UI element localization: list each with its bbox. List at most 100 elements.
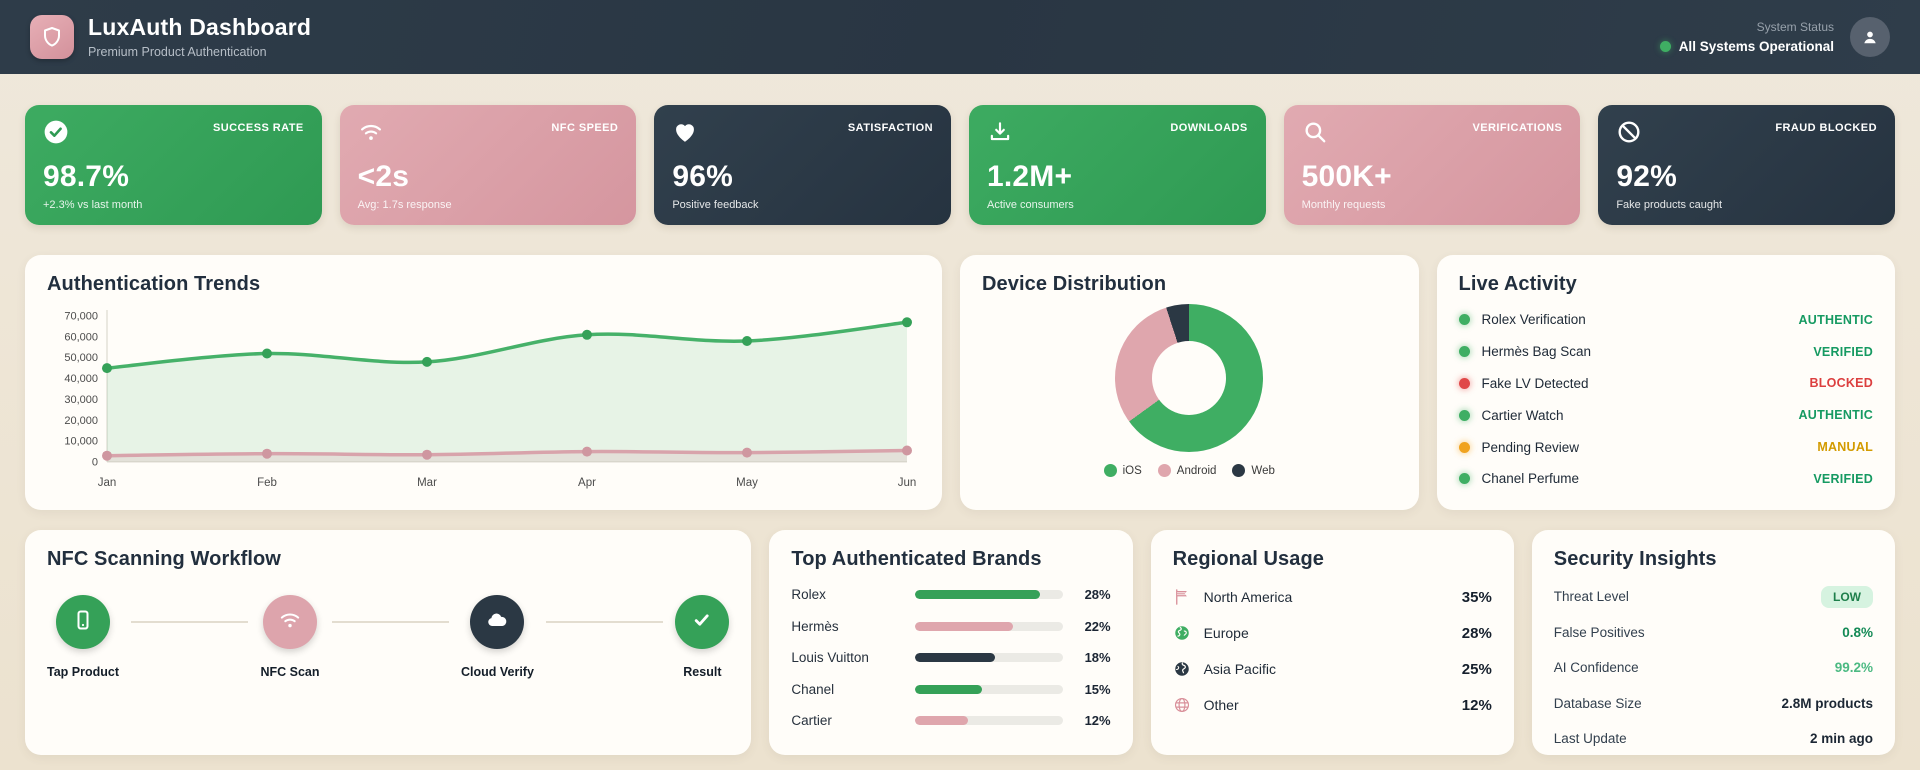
activity-dot-icon (1458, 314, 1470, 326)
workflow-step-nfc-scan: NFC Scan (260, 595, 320, 679)
brand-list: Rolex 28% Hermès 22% Louis Vuitton 18% Chanel 1… (791, 579, 1110, 737)
app-logo (30, 15, 74, 59)
security-label: Threat Level (1553, 589, 1629, 605)
region-row-other: Other 12% (1173, 687, 1492, 723)
stat-card-label: VERIFICATIONS (1472, 122, 1563, 134)
stat-card-top: DOWNLOADS (987, 119, 1248, 145)
security-row-threat-level: Threat Level LOW (1554, 579, 1873, 615)
user-avatar[interactable] (1850, 17, 1890, 57)
brand-bar (914, 621, 1063, 631)
system-status-value: All Systems Operational (1659, 39, 1834, 54)
workflow-step-label: Cloud Verify (460, 665, 534, 679)
workflow-step-circle (470, 595, 525, 649)
brand-name: Rolex (791, 587, 826, 603)
brand-bar-fill (914, 716, 969, 726)
security-value: LOW (1821, 585, 1873, 608)
activity-row-chanel-perfume: Chanel Perfume VERIFIED (1458, 463, 1874, 495)
live-activity-title: Live Activity (1458, 273, 1577, 295)
stat-card-label: NFC SPEED (551, 122, 619, 134)
stat-card-top: SATISFACTION (672, 119, 933, 145)
activity-row-fake-lv-detected: Fake LV Detected BLOCKED (1458, 368, 1874, 400)
region-pct: 35% (1461, 588, 1492, 606)
activity-status: AUTHENTIC (1798, 312, 1873, 327)
stat-card-sub: Active consumers (986, 199, 1074, 211)
live-activity-list: Rolex Verification AUTHENTIC Hermès Bag Sc… (1458, 304, 1874, 495)
brand-pct: 28% (1084, 587, 1111, 603)
activity-row-cartier-watch: Cartier Watch AUTHENTIC (1458, 399, 1874, 431)
heart-icon (672, 119, 698, 145)
brand-bar-fill (914, 653, 996, 663)
region-pct: 28% (1461, 624, 1492, 642)
ban-icon (1616, 119, 1642, 145)
stat-card-label: DOWNLOADS (1170, 122, 1248, 134)
activity-status: AUTHENTIC (1798, 408, 1873, 423)
stat-card-downloads: DOWNLOADS 1.2M+ Active consumers (968, 105, 1266, 225)
svg-text:40,000: 40,000 (64, 373, 98, 385)
nfc-workflow-title: NFC Scanning Workflow (47, 548, 281, 570)
system-status: System Status All Systems Operational (1659, 20, 1834, 54)
cloud-icon (485, 608, 509, 637)
activity-dot-icon (1458, 377, 1470, 389)
activity-row-rolex-verification: Rolex Verification AUTHENTIC (1458, 304, 1874, 336)
wifi-icon (278, 608, 302, 637)
stat-card-satisfaction: SATISFACTION 96% Positive feedback (654, 105, 951, 225)
region-name: Asia Pacific (1203, 661, 1276, 677)
stat-card-label: SATISFACTION (847, 122, 933, 134)
security-label: False Positives (1553, 624, 1645, 640)
workflow-step-cloud-verify: Cloud Verify (461, 595, 534, 679)
legend-label: Android (1176, 464, 1217, 477)
brand-row-chanel: Chanel 15% (791, 674, 1110, 706)
device-distribution-panel: Device Distribution iOS Android Web (960, 255, 1419, 510)
stat-card-sub: Fake products caught (1616, 199, 1723, 211)
stat-card-label: FRAUD BLOCKED (1775, 122, 1877, 134)
region-row-north-america: North America 35% (1173, 579, 1492, 615)
stat-card-top: FRAUD BLOCKED (1616, 119, 1877, 145)
region-pct: 25% (1461, 660, 1492, 678)
trends-title: Authentication Trends (47, 273, 261, 295)
security-row-false-positives: False Positives 0.8% (1554, 615, 1873, 651)
activity-name: Chanel Perfume (1481, 471, 1580, 487)
brand-pct: 15% (1084, 681, 1111, 697)
legend-dot-icon (1232, 464, 1246, 477)
activity-status: VERIFIED (1813, 471, 1873, 486)
activity-status: MANUAL (1817, 440, 1873, 455)
brand-bar (914, 653, 1063, 663)
stat-card-sub: Positive feedback (672, 199, 759, 211)
security-value: 2 min ago (1809, 731, 1873, 747)
workflow-step-result: Result (675, 595, 730, 679)
workflow-connector (331, 621, 449, 623)
activity-dot-icon (1458, 346, 1470, 358)
svg-text:Jun: Jun (898, 477, 917, 489)
brand-bar-fill (914, 590, 1040, 600)
security-label: Last Update (1553, 731, 1627, 747)
system-status-label: System Status (1756, 20, 1834, 34)
page-title: LuxAuth Dashboard (88, 14, 312, 41)
activity-dot-icon (1458, 473, 1470, 485)
live-activity-panel: Live Activity Rolex Verification AUTHENTI… (1436, 255, 1895, 510)
svg-text:Apr: Apr (578, 477, 596, 489)
activity-name: Hermès Bag Scan (1481, 344, 1592, 360)
stat-card-sub: Avg: 1.7s response (357, 199, 452, 211)
device-donut-chart (1115, 304, 1264, 452)
brand-row-rolex: Rolex 28% (791, 579, 1110, 611)
workflow-step-tap-product: Tap Product (47, 595, 119, 679)
stats-row: SUCCESS RATE 98.7% +2.3% vs last month NFC … (25, 105, 1895, 225)
flag-icon (1173, 588, 1191, 606)
workflow-step-label: NFC Scan (260, 665, 320, 679)
activity-name: Pending Review (1481, 439, 1580, 455)
top-brands-title: Top Authenticated Brands (791, 548, 1042, 570)
region-pct: 12% (1461, 696, 1492, 714)
trends-line-chart: 0 10,000 20,000 30,000 40,000 50,000 60,000 70,… (64, 310, 917, 489)
stat-card-value: 98.7% (43, 160, 130, 193)
donut-legend: iOS Android Web (982, 464, 1397, 477)
security-insights-panel: Security Insights Threat Level LOW False P… (1531, 530, 1895, 755)
security-value: 0.8% (1842, 624, 1873, 640)
download-icon (987, 119, 1013, 145)
stat-card-value: 1.2M+ (986, 160, 1073, 193)
svg-text:Mar: Mar (417, 477, 437, 489)
security-insights-title: Security Insights (1553, 548, 1717, 570)
workflow-step-label: Result (683, 665, 722, 679)
security-value: 99.2% (1834, 660, 1873, 676)
stat-card-fraud-blocked: FRAUD BLOCKED 92% Fake products caught (1598, 105, 1895, 225)
svg-text:70,000: 70,000 (64, 311, 98, 323)
